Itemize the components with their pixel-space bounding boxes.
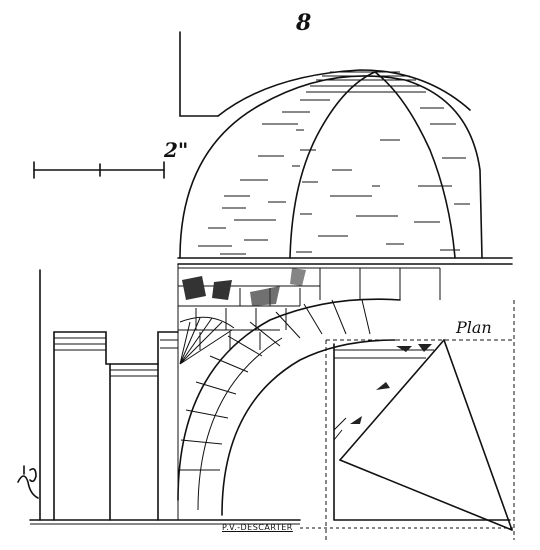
artist-credit: P.V.-DESCARTER [222, 523, 293, 532]
main-arch [177, 298, 401, 516]
cornice [177, 257, 513, 269]
fan-ornament [179, 316, 235, 365]
masonry-wall [177, 264, 441, 520]
plan-drawing [300, 300, 515, 540]
scale-bar [33, 161, 165, 179]
plan-label: Plan [456, 318, 492, 337]
masonry-shading [182, 268, 306, 306]
dome-hatching [198, 71, 470, 255]
dome [179, 69, 483, 259]
corner-bracket [179, 31, 219, 117]
scale-label: 2" [164, 138, 189, 162]
stepped-profile [29, 269, 301, 525]
figure-number: 8 [296, 10, 312, 36]
monogram-icon [17, 465, 39, 499]
